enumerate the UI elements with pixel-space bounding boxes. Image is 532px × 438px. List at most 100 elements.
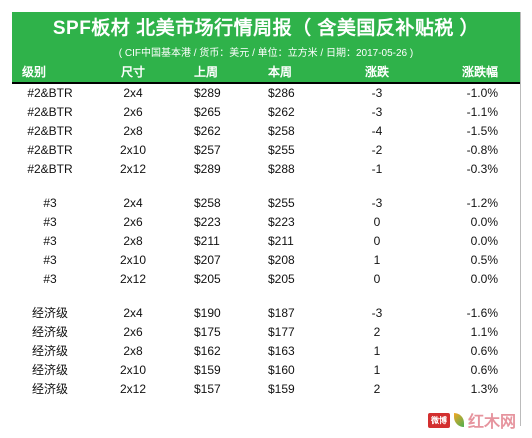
this-week-cell: $288 — [268, 162, 295, 176]
watermark-text: 红木网 — [467, 412, 516, 431]
last-week-cell: $159 — [194, 363, 221, 377]
size-cell: 2x10 — [119, 253, 147, 267]
watermark: 微博 红木网 — [427, 408, 516, 432]
column-header-this-week: 本周 — [268, 65, 293, 79]
change-pct-cell: 0.6% — [470, 344, 498, 358]
table-row: #3 2x6 $223 $223 0 0.0% — [12, 213, 520, 232]
grade-cell: 经济级 — [31, 363, 68, 377]
table-row: #3 2x10 $207 $208 1 0.5% — [12, 251, 520, 270]
size-cell: 2x6 — [123, 105, 143, 119]
table-row: 经济级 2x12 $157 $159 2 1.3% — [12, 380, 520, 399]
size-cell: 2x6 — [123, 325, 143, 339]
table-row: 经济级 2x4 $190 $187 -3 -1.6% — [12, 304, 520, 323]
change-pct-cell: 0.5% — [470, 253, 498, 267]
change-pct-cell: 0.0% — [470, 272, 498, 286]
last-week-cell: $289 — [194, 162, 221, 176]
table-row: 经济级 2x10 $159 $160 1 0.6% — [12, 361, 520, 380]
size-cell: 2x12 — [119, 162, 147, 176]
change-pct-cell: -1.1% — [466, 105, 498, 119]
table-row: 经济级 2x6 $175 $177 2 1.1% — [12, 323, 520, 342]
report-subtitle: ( CIF中国基本港 / 货币：美元 / 单位：立方米 / 日期：2017-05… — [118, 48, 414, 59]
last-week-cell: $265 — [194, 105, 221, 119]
column-header-change: 涨跌 — [364, 65, 389, 79]
grade-cell: #3 — [43, 215, 57, 229]
grade-cell: 经济级 — [31, 344, 68, 358]
grade-cell: #3 — [43, 196, 57, 210]
change-pct-cell: 0.0% — [470, 234, 498, 248]
this-week-cell: $205 — [268, 272, 295, 286]
size-cell: 2x12 — [119, 382, 147, 396]
last-week-cell: $207 — [194, 253, 221, 267]
change-cell: 0 — [373, 272, 381, 286]
size-cell: 2x12 — [119, 272, 147, 286]
grade-cell: #3 — [43, 272, 57, 286]
size-cell: 2x8 — [123, 344, 143, 358]
group-spacer — [12, 289, 520, 304]
table-row: #2&BTR 2x8 $262 $258 -4 -1.5% — [12, 122, 520, 141]
size-cell: 2x6 — [123, 215, 143, 229]
change-pct-cell: -1.6% — [466, 306, 498, 320]
report-header: SPF板材 北美市场行情周报（ 含美国反补贴税 ） ( CIF中国基本港 / 货… — [12, 12, 520, 82]
table-row: #2&BTR 2x6 $265 $262 -3 -1.1% — [12, 103, 520, 122]
change-cell: -3 — [371, 306, 383, 320]
change-pct-cell: 1.1% — [470, 325, 498, 339]
last-week-cell: $258 — [194, 196, 221, 210]
change-cell: 1 — [373, 363, 381, 377]
table-row: #2&BTR 2x12 $289 $288 -1 -0.3% — [12, 160, 520, 179]
last-week-cell: $211 — [194, 234, 220, 248]
column-header-last-week: 上周 — [194, 65, 219, 79]
size-cell: 2x10 — [119, 363, 147, 377]
this-week-cell: $211 — [268, 234, 294, 248]
change-cell: -3 — [371, 86, 383, 100]
group-spacer — [12, 179, 520, 194]
weibo-badge: 微博 — [427, 412, 450, 428]
change-pct-cell: -1.5% — [466, 124, 498, 138]
table-row: #2&BTR 2x10 $257 $255 -2 -0.8% — [12, 141, 520, 160]
column-header-change-pct: 涨跌幅 — [461, 65, 498, 79]
change-pct-cell: 0.0% — [470, 215, 498, 229]
this-week-cell: $163 — [268, 344, 295, 358]
change-pct-cell: 0.6% — [470, 363, 498, 377]
this-week-cell: $262 — [268, 105, 295, 119]
grade-cell: #2&BTR — [27, 143, 73, 157]
table-row: #3 2x8 $211 $211 0 0.0% — [12, 232, 520, 251]
grade-cell: 经济级 — [31, 325, 68, 339]
change-pct-cell: -1.0% — [466, 86, 498, 100]
this-week-cell: $258 — [268, 124, 295, 138]
change-cell: -2 — [371, 143, 383, 157]
change-cell: 1 — [373, 344, 381, 358]
table-row: 经济级 2x8 $162 $163 1 0.6% — [12, 342, 520, 361]
change-cell: 0 — [373, 234, 381, 248]
table-row: #3 2x4 $258 $255 -3 -1.2% — [12, 194, 520, 213]
last-week-cell: $162 — [194, 344, 221, 358]
change-pct-cell: -1.2% — [466, 196, 498, 210]
leaf-logo-icon — [453, 413, 464, 427]
this-week-cell: $255 — [268, 196, 295, 210]
change-cell: -3 — [371, 196, 383, 210]
size-cell: 2x4 — [123, 86, 143, 100]
size-cell: 2x8 — [123, 234, 143, 248]
table-body: #2&BTR 2x4 $289 $286 -3 -1.0% #2&BTR 2x6 $265 $26… — [12, 82, 520, 399]
column-header-size: 尺寸 — [120, 65, 145, 79]
last-week-cell: $190 — [194, 306, 221, 320]
change-cell: -3 — [371, 105, 383, 119]
this-week-cell: $160 — [268, 363, 295, 377]
grade-cell: #2&BTR — [27, 105, 73, 119]
last-week-cell: $257 — [194, 143, 221, 157]
last-week-cell: $157 — [194, 382, 221, 396]
size-cell: 2x8 — [123, 124, 143, 138]
grade-cell: #3 — [43, 234, 57, 248]
size-cell: 2x4 — [123, 306, 143, 320]
this-week-cell: $208 — [268, 253, 295, 267]
this-week-cell: $159 — [268, 382, 295, 396]
this-week-cell: $255 — [268, 143, 295, 157]
size-cell: 2x10 — [119, 143, 147, 157]
grade-cell: #2&BTR — [27, 124, 73, 138]
last-week-cell: $175 — [194, 325, 221, 339]
column-header-row: 级别 尺寸 上周 本周 涨跌 涨跌幅 — [12, 62, 520, 82]
this-week-cell: $187 — [268, 306, 295, 320]
change-pct-cell: 1.3% — [470, 382, 498, 396]
this-week-cell: $177 — [268, 325, 295, 339]
grade-cell: #3 — [43, 253, 57, 267]
change-cell: -1 — [371, 162, 383, 176]
